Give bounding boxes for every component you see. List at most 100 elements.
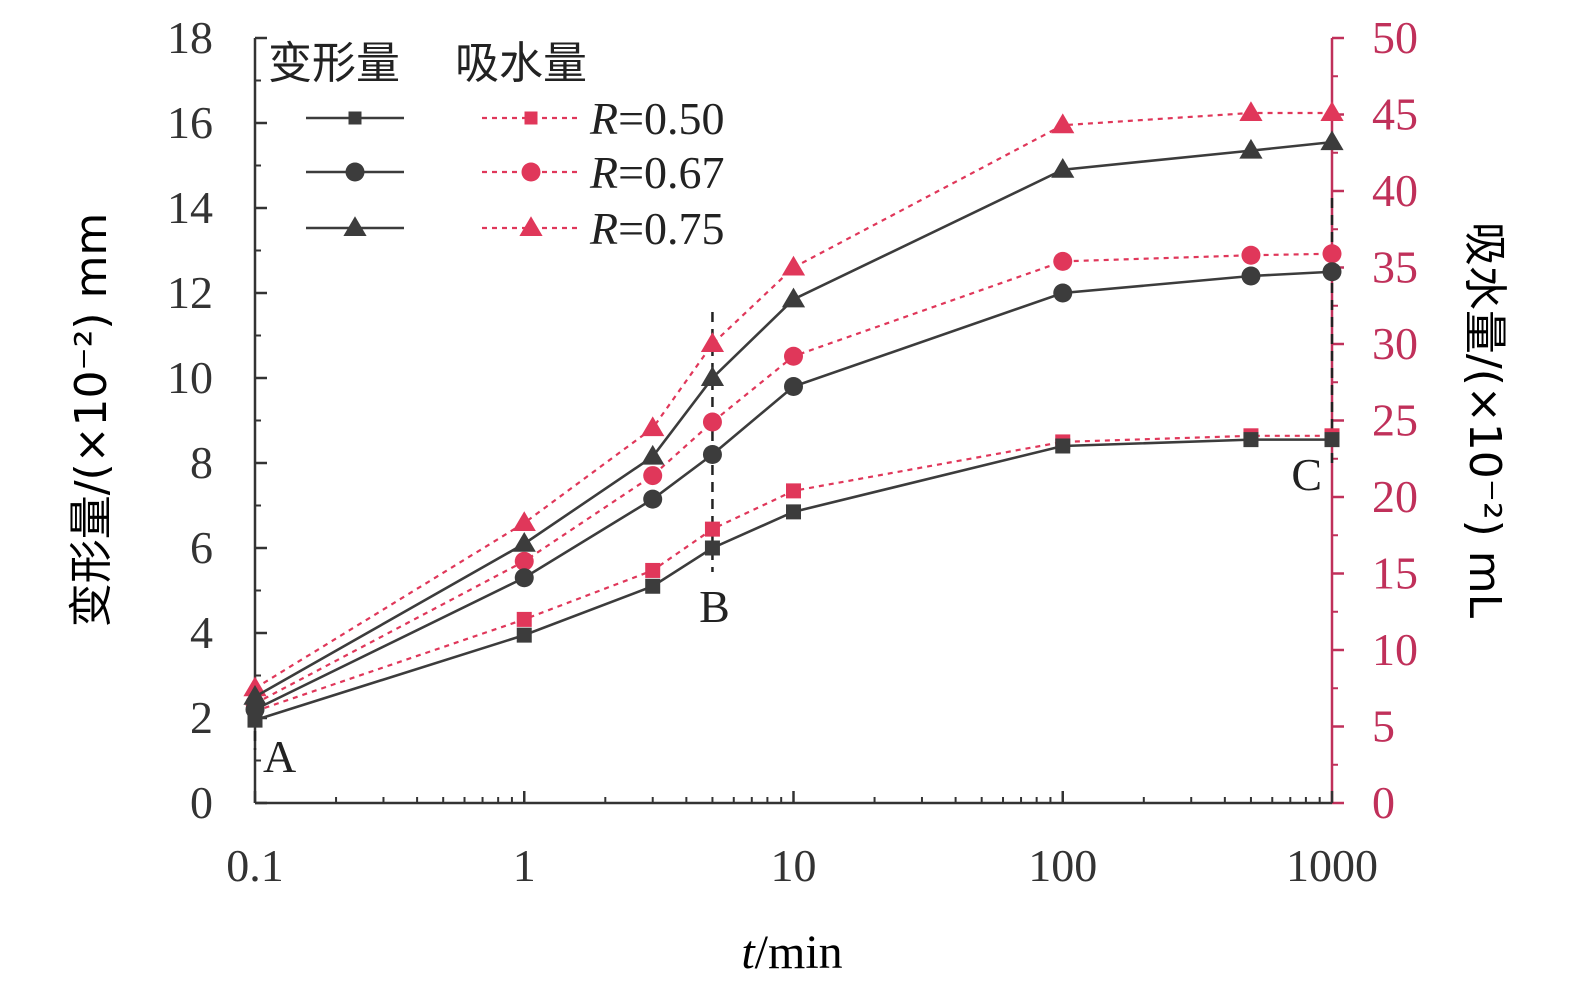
series-absorption-circle-point (784, 346, 803, 366)
series-absorption-circle-point (1241, 245, 1261, 265)
y-right-tick-label: 45 (1372, 89, 1418, 140)
series-deformation-circle-line (254, 270, 1333, 711)
series-absorption-circle-point (702, 412, 722, 432)
y-left-tick-label: 12 (167, 267, 213, 318)
series-absorption-triangle-point (512, 511, 536, 531)
legend-absorption-marker (521, 162, 541, 182)
legend-entry-label: R=0.50 (589, 93, 725, 144)
series-absorption-triangle-point (641, 416, 665, 437)
legend-entry-r: R (589, 147, 618, 198)
series-deformation-circle-point (1322, 262, 1342, 282)
legend-absorption-marker (524, 111, 538, 125)
x-tick-label: 100 (1028, 840, 1097, 891)
x-axis-title: t/min (741, 926, 842, 979)
series-deformation-square-point (786, 504, 801, 520)
y-right-tick-label: 50 (1372, 12, 1418, 63)
legend-deformation-marker (348, 111, 362, 125)
series-absorption-square-point (645, 562, 661, 578)
x-tick-label: 1000 (1286, 840, 1378, 891)
reference-label-c: C (1291, 449, 1322, 500)
y-left-tick-label: 4 (190, 607, 213, 658)
y-left-tick-label: 10 (167, 352, 213, 403)
y-axis-left-title: 变形量/(×10⁻²) mm (66, 213, 117, 628)
series-absorption-circle-line (254, 252, 1333, 705)
series-absorption-triangle-point (1320, 101, 1344, 121)
legend-header-absorption: 吸水量 (455, 38, 587, 89)
y-right-tick-label: 10 (1372, 624, 1418, 675)
legend-deformation-marker (345, 162, 365, 182)
series-deformation-triangle-point (781, 287, 806, 308)
series-deformation-square-point (516, 627, 532, 643)
series-deformation-triangle-point (1320, 130, 1344, 151)
x-tick-label: 1 (513, 840, 536, 891)
series-deformation-circle-point (514, 568, 534, 588)
series-absorption-triangle-point (781, 255, 806, 276)
series-deformation-square-point (1243, 432, 1259, 448)
series-deformation-circle-point (784, 377, 803, 396)
x-axis-title-italic: t (741, 926, 756, 979)
legend-entry-value: =0.67 (618, 147, 724, 198)
legend-absorption-marker (519, 216, 543, 236)
y-right-tick-label: 25 (1372, 395, 1418, 446)
y-left-tick-label: 8 (190, 437, 213, 488)
series-absorption-triangle-line (254, 111, 1332, 690)
series-deformation-circle-point (1241, 266, 1261, 286)
series-deformation-triangle-point (1239, 138, 1263, 159)
series-absorption-triangle-point (1239, 101, 1263, 121)
series-absorption-square-point (516, 611, 532, 627)
y-left-tick-label: 18 (167, 12, 213, 63)
y-left-tick-label: 16 (167, 97, 213, 148)
series-absorption-square-point (786, 483, 801, 499)
legend-deformation-marker (343, 216, 367, 236)
y-left-tick-label: 0 (190, 777, 213, 828)
series-absorption-square-point (704, 521, 720, 537)
y-left-tick-label: 2 (190, 692, 213, 743)
y-right-tick-label: 30 (1372, 318, 1418, 369)
series-deformation-triangle-line (254, 140, 1333, 698)
series-deformation-circle-point (245, 700, 265, 719)
series-absorption-triangle-point (700, 332, 725, 352)
series-layer (243, 101, 1344, 728)
series-absorption-square-line (254, 434, 1332, 713)
series-deformation-square-line (254, 438, 1332, 722)
series-deformation-square-point (1324, 432, 1340, 448)
y-axis-right-title: 吸水量/(×10⁻²) mL (1459, 222, 1510, 619)
y-left-tick-label: 6 (190, 522, 213, 573)
x-tick-label: 10 (771, 840, 817, 891)
reference-label-b: B (699, 581, 730, 632)
legend-entry-label: R=0.67 (589, 147, 725, 198)
x-tick-label: 0.1 (226, 840, 284, 891)
series-absorption-circle-point (643, 466, 663, 486)
series-absorption-triangle-point (1051, 113, 1075, 134)
reference-label-a: A (263, 731, 296, 782)
legend-entry-value: =0.50 (618, 93, 724, 144)
series-deformation-triangle-point (512, 531, 536, 552)
series-deformation-square-point (645, 578, 661, 594)
series-deformation-triangle-point (243, 684, 267, 705)
series-absorption-circle-point (1322, 244, 1342, 264)
legend-entry-r: R (589, 93, 618, 144)
series-absorption-circle-point (514, 551, 534, 571)
reference-lines: A B C (253, 198, 1334, 782)
y-right-tick-label: 0 (1372, 777, 1395, 828)
series-deformation-square-point (1055, 438, 1071, 454)
series-deformation-triangle-point (700, 366, 725, 386)
y-right-tick-label: 40 (1372, 165, 1418, 216)
y-left-tick-label: 14 (167, 182, 213, 233)
series-deformation-circle-point (643, 489, 663, 509)
series-deformation-triangle-point (641, 444, 665, 465)
series-deformation-circle-point (1053, 283, 1073, 303)
legend-entry-value: =0.75 (618, 203, 724, 254)
y-right-tick-label: 35 (1372, 242, 1418, 293)
legend-entry-r: R (589, 203, 618, 254)
series-deformation-circle-point (702, 445, 722, 464)
series-deformation-square-point (704, 540, 720, 556)
legend-entry-label: R=0.75 (589, 203, 725, 254)
y-right-tick-label: 15 (1372, 548, 1418, 599)
y-right-tick-label: 5 (1372, 701, 1395, 752)
x-axis-title-rest: /min (755, 926, 843, 979)
series-deformation-triangle-point (1051, 157, 1075, 178)
y-right-tick-label: 20 (1372, 471, 1418, 522)
